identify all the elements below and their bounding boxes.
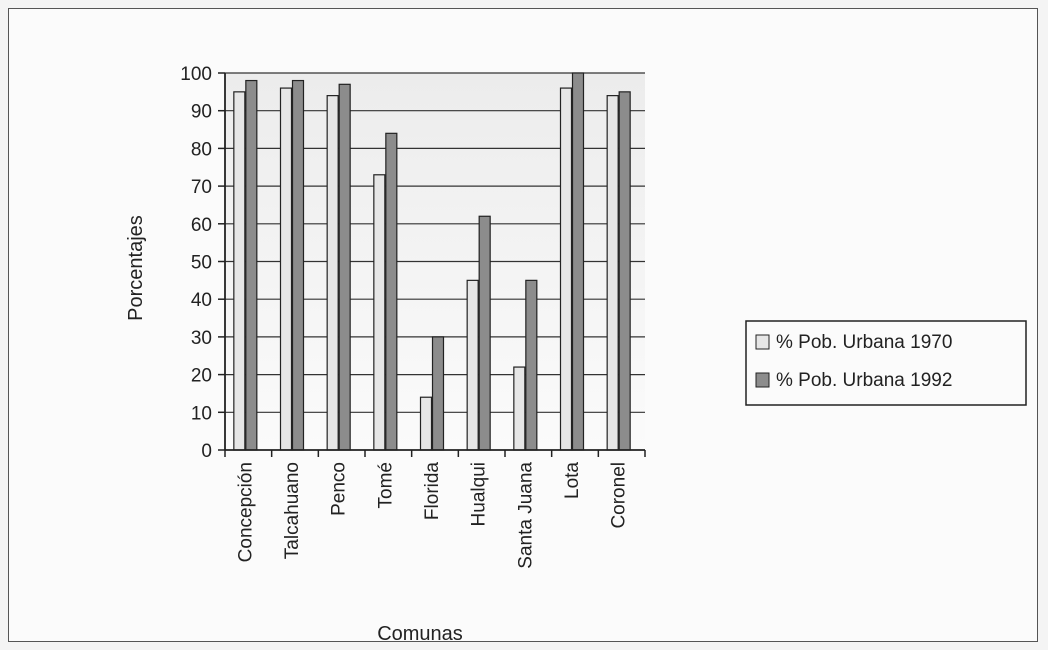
y-tick-label: 30 <box>191 328 212 349</box>
y-tick-label: 50 <box>191 253 212 274</box>
legend-swatch-1970 <box>755 334 770 350</box>
x-tick-label: Coronel <box>609 462 630 529</box>
bar <box>478 215 491 451</box>
bar <box>291 79 305 451</box>
y-tick-label: 60 <box>191 215 212 236</box>
bar <box>525 279 538 451</box>
y-tick-label: 40 <box>191 290 212 311</box>
bar <box>245 79 258 451</box>
bar <box>466 279 479 451</box>
bar <box>279 87 293 451</box>
legend-swatch-1992 <box>755 372 770 388</box>
y-tick-label: 70 <box>191 177 212 198</box>
x-tick-label: Penco <box>329 462 350 516</box>
x-tick-label: Florida <box>422 462 443 521</box>
legend-label-1970: % Pob. Urbana 1970 <box>776 332 952 353</box>
x-tick-label: Santa Juana <box>515 462 536 569</box>
y-tick-label: 20 <box>191 366 212 387</box>
bar <box>326 95 339 451</box>
y-tick-label: 80 <box>191 139 212 160</box>
bar <box>373 174 386 451</box>
bar <box>419 396 433 451</box>
x-tick-label: Lota <box>562 462 583 499</box>
legend-box <box>745 320 1027 406</box>
bar <box>606 95 619 451</box>
bar <box>571 72 585 451</box>
x-tick-label: Tomé <box>375 462 396 508</box>
bar <box>431 336 445 451</box>
x-tick-label: Talcahuano <box>282 462 303 559</box>
bar <box>513 366 526 451</box>
bar <box>618 91 631 451</box>
y-tick-label: 90 <box>191 102 212 123</box>
legend: % Pob. Urbana 1970 % Pob. Urbana 1992 <box>745 320 1027 406</box>
x-tick-label: Hualqui <box>469 462 490 526</box>
y-tick-label: 100 <box>180 64 212 85</box>
legend-label-1992: % Pob. Urbana 1992 <box>776 370 952 391</box>
y-axis-title: Porcentajes <box>125 215 147 321</box>
bar <box>338 83 351 451</box>
x-tick-label: Concepción <box>235 462 256 562</box>
bar <box>559 87 573 451</box>
y-tick-label: 0 <box>201 441 212 462</box>
bar <box>385 132 398 451</box>
bar <box>233 91 246 451</box>
y-tick-label: 10 <box>191 403 212 424</box>
x-axis-title: Comunas <box>377 623 463 645</box>
